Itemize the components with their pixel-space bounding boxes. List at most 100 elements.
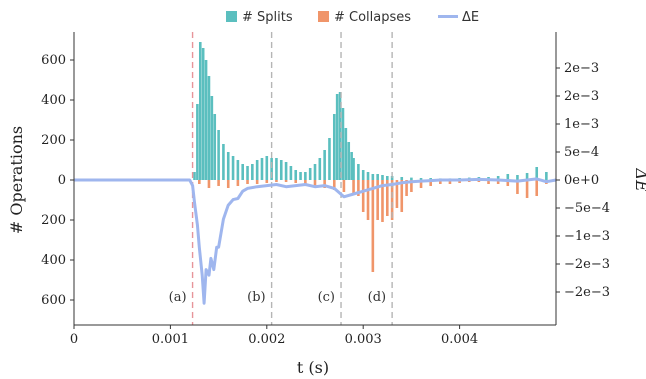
collapse-bar xyxy=(506,180,510,186)
collapse-bar xyxy=(366,180,370,220)
split-bar xyxy=(193,172,196,180)
collapse-bar xyxy=(419,180,423,188)
collapse-bar xyxy=(525,180,529,198)
left-tick-label: 200 xyxy=(41,213,66,228)
right-tick-label: −5e−4 xyxy=(564,201,610,216)
energy-series-line xyxy=(74,177,557,305)
split-bar xyxy=(231,156,235,180)
split-bar xyxy=(207,76,211,180)
collapse-bar xyxy=(429,180,432,186)
collapse-bar xyxy=(313,180,317,186)
split-bar xyxy=(341,108,345,180)
split-bar xyxy=(318,158,322,180)
collapse-bar xyxy=(535,180,539,196)
split-bar xyxy=(516,175,519,180)
collapse-bar xyxy=(405,180,408,196)
split-bar xyxy=(275,158,278,180)
split-bar xyxy=(210,96,214,180)
collapse-bar xyxy=(275,180,278,182)
collapse-bar xyxy=(357,180,360,196)
collapse-bar xyxy=(332,180,336,190)
split-bar xyxy=(284,162,288,180)
collapse-bar xyxy=(207,180,211,188)
collapse-bar xyxy=(376,180,379,220)
collapse-bar xyxy=(255,180,259,184)
collapse-bar xyxy=(400,180,404,212)
right-tick-label: 2e−3 xyxy=(564,89,599,104)
collapse-bar xyxy=(477,180,481,182)
collapse-bar xyxy=(516,180,519,194)
split-bar xyxy=(347,142,351,180)
collapse-bar xyxy=(390,180,394,220)
collapse-bar xyxy=(361,180,365,212)
left-tick-label: 400 xyxy=(41,253,66,268)
collapse-bar xyxy=(395,180,399,208)
split-bar xyxy=(357,164,360,180)
split-bar xyxy=(332,114,336,180)
legend-label: ΔE xyxy=(462,10,479,25)
legend-label: # Collapses xyxy=(334,10,411,25)
split-bar xyxy=(545,172,548,180)
energy-line-group xyxy=(74,177,557,305)
x-tick-label: 0 xyxy=(70,332,78,347)
collapse-bar xyxy=(246,180,249,184)
collapse-bar xyxy=(496,180,500,184)
event-label: (a) xyxy=(169,290,187,305)
collapse-bar xyxy=(323,180,326,188)
collapse-bar xyxy=(217,180,220,186)
split-bar xyxy=(204,60,208,180)
split-bar xyxy=(371,174,375,180)
split-bar xyxy=(525,173,529,180)
split-bar xyxy=(506,174,510,180)
split-bar xyxy=(222,144,225,180)
right-tick-label: 5e−4 xyxy=(564,145,599,160)
split-bar xyxy=(236,160,240,180)
split-bar xyxy=(299,172,302,180)
collapse-bar xyxy=(386,180,389,216)
split-bar xyxy=(376,174,379,180)
legend: # Splits # Collapses ΔE xyxy=(226,10,479,25)
split-bar xyxy=(213,114,217,180)
event-label: (d) xyxy=(368,290,386,305)
split-bar xyxy=(390,176,394,180)
collapse-bar xyxy=(294,180,298,183)
collapse-bar xyxy=(410,180,413,192)
collapses-bars xyxy=(198,180,548,272)
legend-swatch xyxy=(226,11,237,22)
split-bar xyxy=(308,168,312,180)
split-bar xyxy=(535,167,539,180)
split-bar xyxy=(289,166,293,180)
right-tick-label: −2e−3 xyxy=(564,257,610,272)
collapse-bar xyxy=(198,180,201,184)
x-tick-label: 0.001 xyxy=(152,332,189,347)
splits-bars xyxy=(193,42,548,180)
split-bar xyxy=(352,158,355,180)
split-bar xyxy=(366,172,370,180)
split-bar xyxy=(255,160,259,180)
split-bar xyxy=(270,158,273,180)
collapse-bar xyxy=(342,180,346,192)
split-bar xyxy=(419,178,423,180)
right-tick-label: 0e+0 xyxy=(564,173,599,188)
collapse-bar xyxy=(448,180,452,184)
left-y-axis-label: # Operations xyxy=(7,126,26,234)
split-bar xyxy=(381,175,384,180)
collapse-bar xyxy=(352,180,355,194)
left-tick-label: 0 xyxy=(58,173,66,188)
left-tick-label: 200 xyxy=(41,133,66,148)
split-bar xyxy=(217,130,220,180)
split-bar xyxy=(496,176,500,180)
split-bar xyxy=(328,138,331,180)
split-bar xyxy=(304,172,307,180)
left-tick-label: 600 xyxy=(41,293,66,308)
split-bar xyxy=(265,156,269,180)
collapse-bar xyxy=(236,180,240,186)
split-bar xyxy=(196,104,199,180)
x-tick-label: 0.003 xyxy=(345,332,382,347)
split-bar xyxy=(251,164,254,180)
split-bar xyxy=(201,48,205,180)
split-bar xyxy=(400,177,404,180)
split-bar xyxy=(335,94,339,180)
x-axis-label: t (s) xyxy=(297,358,329,377)
